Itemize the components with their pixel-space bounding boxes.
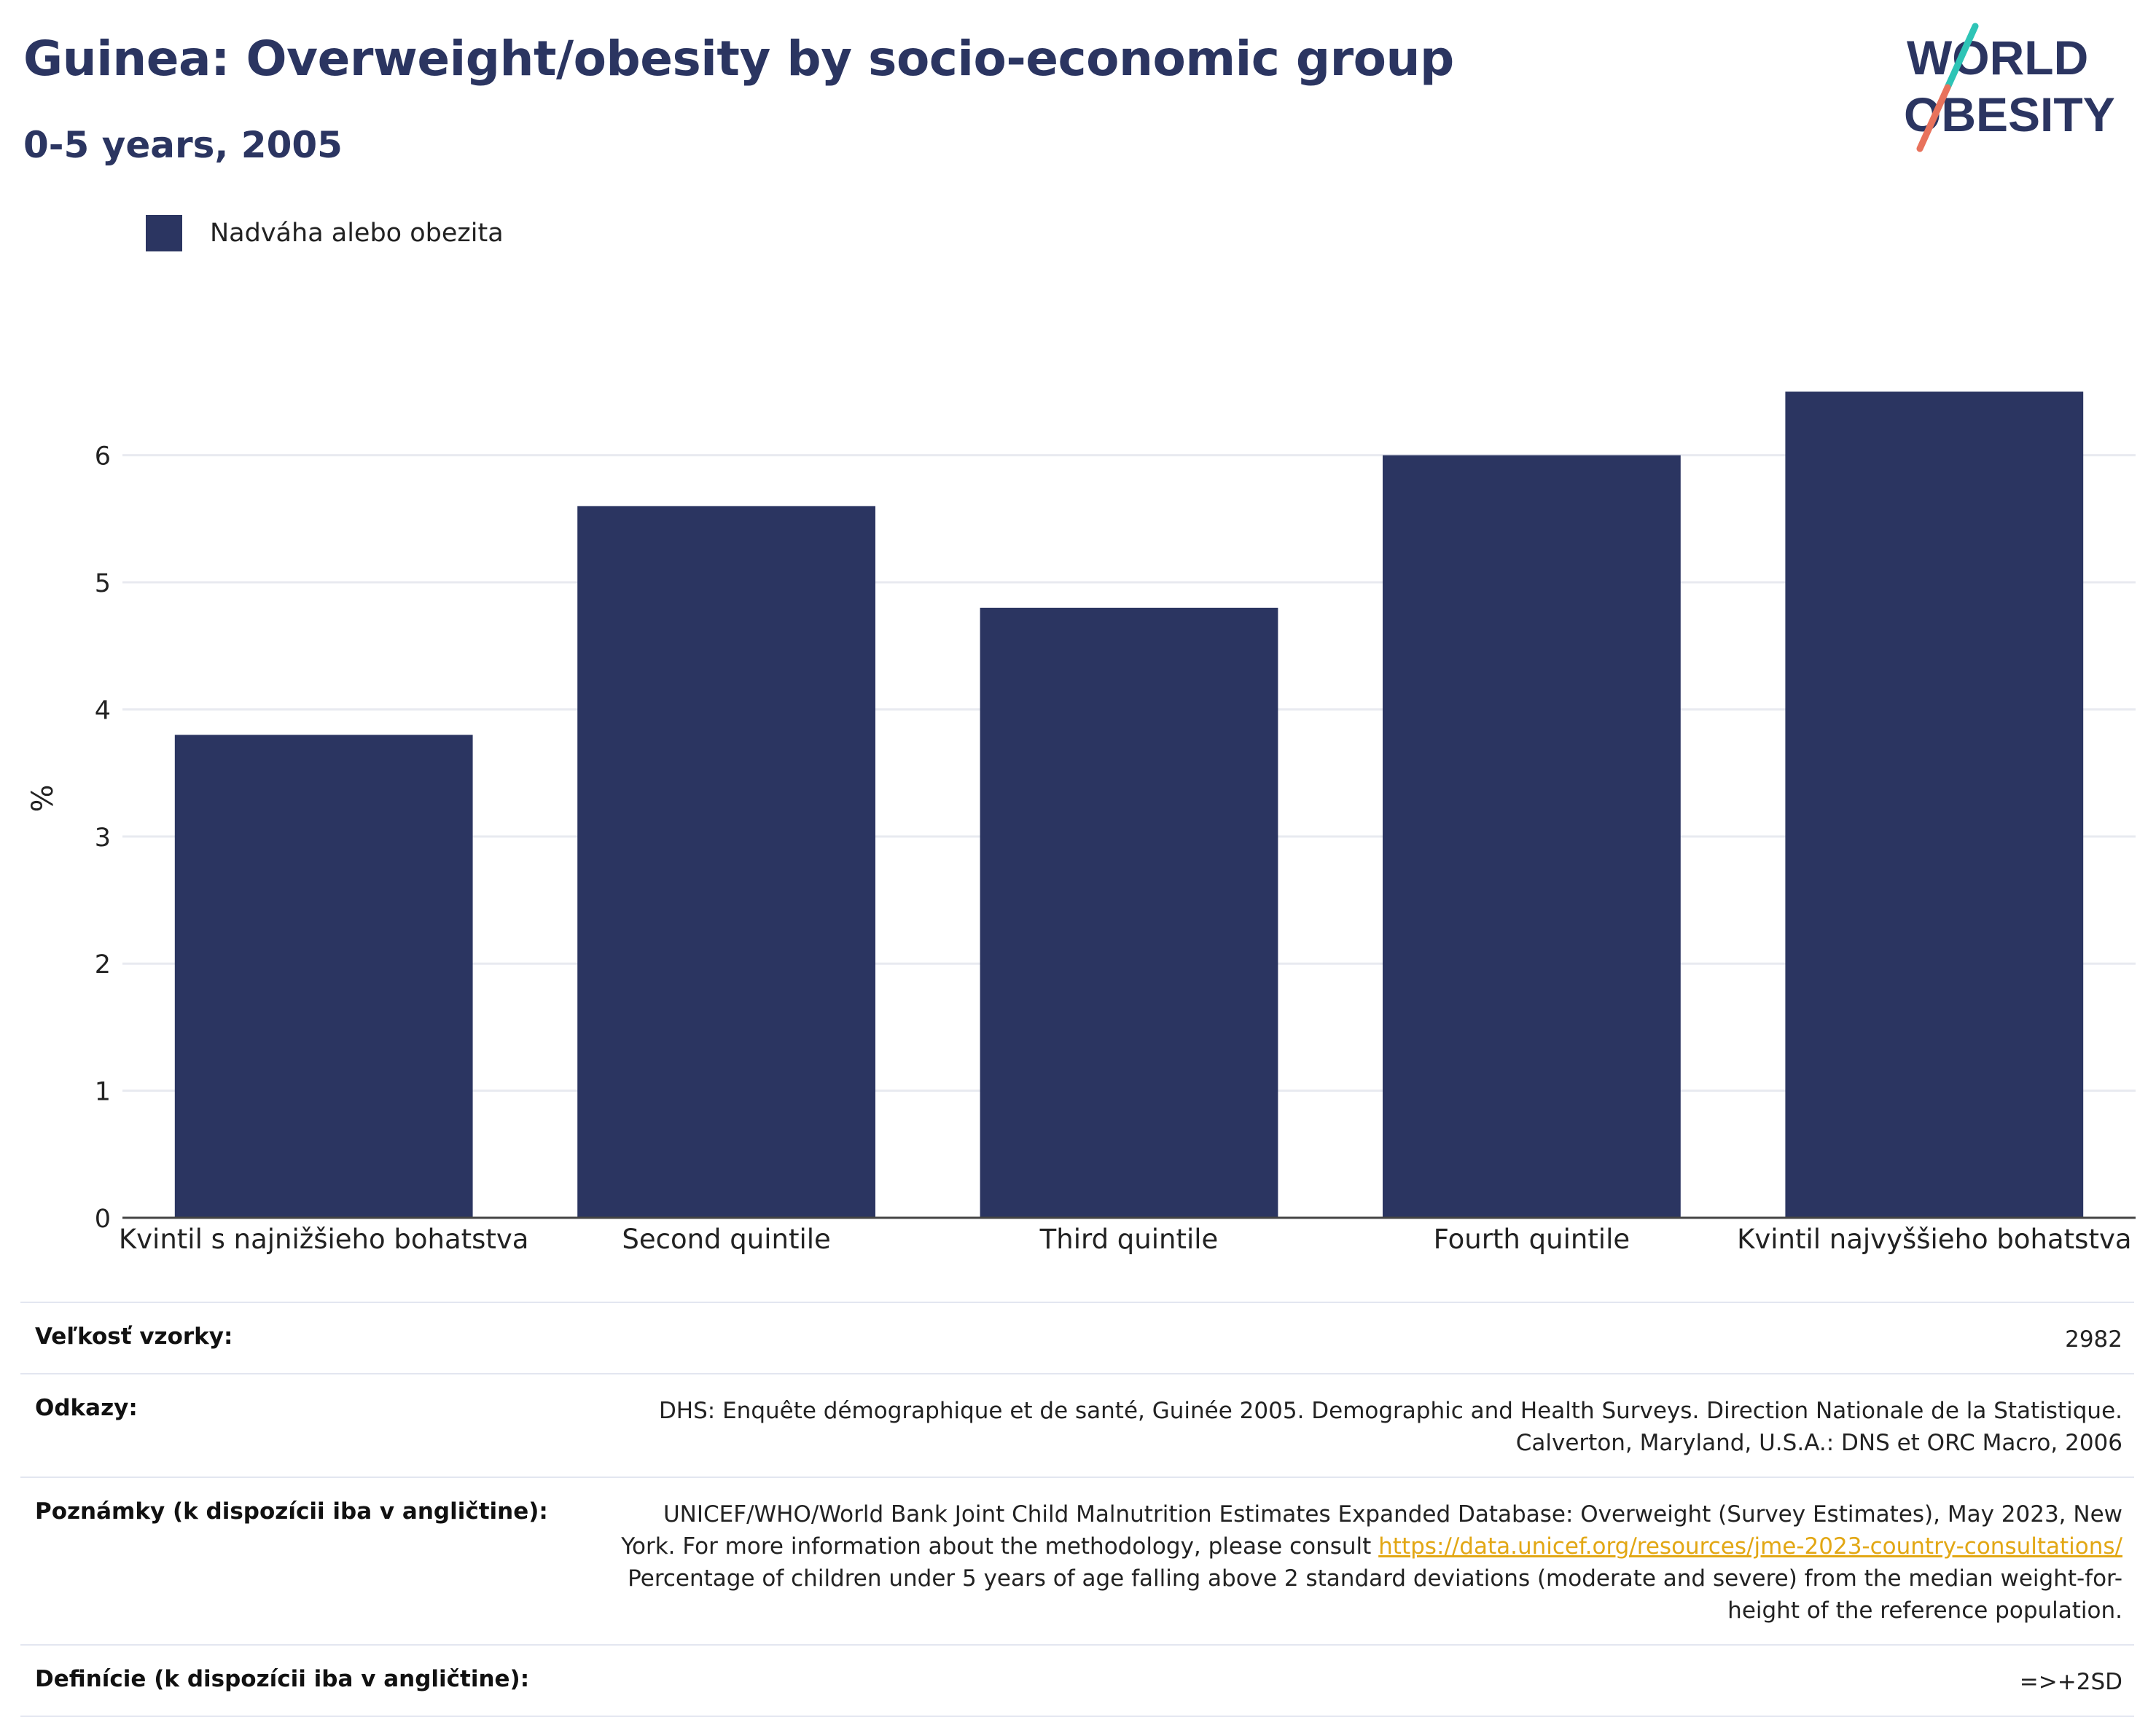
sample-size-label: Veľkosť vzorky: xyxy=(35,1323,233,1350)
y-tick-label: 3 xyxy=(95,824,111,853)
definitions-row: Definície (k dispozícii iba v angličtine… xyxy=(20,1644,2134,1717)
references-row: Odkazy: DHS: Enquête démographique et de… xyxy=(20,1373,2134,1477)
page-subtitle: 0-5 years, 2005 xyxy=(23,124,343,166)
references-line1: DHS: Enquête démographique et de santé, … xyxy=(658,1398,2122,1424)
bar-2 xyxy=(577,506,875,1218)
methodology-link[interactable]: https://data.unicef.org/resources/jme-20… xyxy=(1378,1533,2122,1560)
notes-row: Poznámky (k dispozícii iba v angličtine)… xyxy=(20,1477,2134,1644)
x-tick-label: Third quintile xyxy=(1039,1224,1219,1255)
x-tick-label: Fourth quintile xyxy=(1434,1224,1630,1255)
chart-legend[interactable]: Nadváha alebo obezita xyxy=(146,215,504,251)
sample-size-value: 2982 xyxy=(2065,1326,2122,1353)
notes-value: UNICEF/WHO/World Bank Joint Child Malnut… xyxy=(621,1498,2122,1627)
y-tick-label: 0 xyxy=(95,1205,111,1234)
y-tick-label: 4 xyxy=(95,696,111,725)
y-tick-label: 2 xyxy=(95,950,111,979)
x-tick-label: Kvintil najvyššieho bohatstva xyxy=(1737,1224,2131,1255)
logo-slash-coral xyxy=(1916,84,1951,152)
sample-size-row: Veľkosť vzorky: 2982 xyxy=(20,1302,2134,1373)
y-tick-label: 6 xyxy=(95,442,111,472)
notes-line3: Percentage of children under 5 years of … xyxy=(628,1565,2122,1592)
x-tick-label: Kvintil s najnižšieho bohatstva xyxy=(119,1224,529,1255)
references-label: Odkazy: xyxy=(35,1395,138,1421)
references-value: DHS: Enquête démographique et de santé, … xyxy=(659,1395,2122,1459)
legend-label: Nadváha alebo obezita xyxy=(210,219,504,248)
bar-5 xyxy=(1785,391,2084,1218)
notes-line4: height of the reference population. xyxy=(1727,1597,2122,1624)
definitions-label: Definície (k dispozícii iba v angličtine… xyxy=(35,1666,530,1692)
info-table: Veľkosť vzorky: 2982 Odkazy: DHS: Enquêt… xyxy=(20,1302,2134,1717)
bar-chart: 0 1 2 3 4 5 6 Kvintil s najnižšieho bohatstva Se… xyxy=(26,391,2136,1255)
axes: 0 1 2 3 4 5 6 Kvintil s najnižšieho bohatstva Se… xyxy=(26,442,2136,1255)
notes-line2: York. For more information about the met… xyxy=(621,1533,1379,1560)
page-title: Guinea: Overweight/obesity by socio-econ… xyxy=(23,31,1454,87)
bar-4 xyxy=(1383,455,1681,1218)
bars xyxy=(174,391,2084,1218)
definitions-value: =>+2SD xyxy=(2019,1669,2122,1695)
bar-1 xyxy=(174,735,473,1218)
y-tick-label: 1 xyxy=(95,1078,111,1107)
notes-line1: UNICEF/WHO/World Bank Joint Child Malnut… xyxy=(663,1501,2122,1528)
logo-slash-teal xyxy=(1944,23,1979,91)
logo-line2: OBESITY xyxy=(1904,87,2115,141)
x-tick-label: Second quintile xyxy=(622,1224,830,1255)
legend-swatch xyxy=(146,215,182,251)
bar-3 xyxy=(980,607,1278,1218)
y-tick-label: 5 xyxy=(95,569,111,598)
logo-line1: WORLD xyxy=(1907,31,2088,85)
world-obesity-logo: WORLD OBESITY xyxy=(1904,23,2115,152)
references-line2: Calverton, Maryland, U.S.A.: DNS et ORC … xyxy=(1515,1430,2122,1456)
y-axis-title: % xyxy=(26,784,60,812)
notes-label: Poznámky (k dispozícii iba v angličtine)… xyxy=(35,1498,548,1525)
